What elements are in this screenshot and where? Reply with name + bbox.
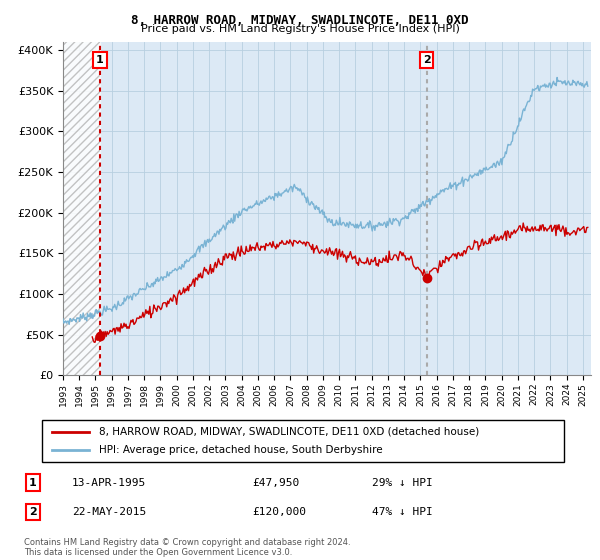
Text: 22-MAY-2015: 22-MAY-2015 [72, 507, 146, 517]
Text: 2: 2 [423, 55, 431, 65]
Text: 1: 1 [96, 55, 104, 65]
Bar [63, 42, 100, 375]
Text: 1: 1 [29, 478, 37, 488]
Text: 8, HARROW ROAD, MIDWAY, SWADLINCOTE, DE11 0XD (detached house): 8, HARROW ROAD, MIDWAY, SWADLINCOTE, DE1… [100, 427, 479, 437]
Text: Contains HM Land Registry data © Crown copyright and database right 2024.
This d: Contains HM Land Registry data © Crown c… [24, 538, 350, 557]
Text: 2: 2 [29, 507, 37, 517]
Text: £47,950: £47,950 [252, 478, 299, 488]
FancyBboxPatch shape [42, 420, 564, 462]
Bar [63, 42, 100, 375]
Text: £120,000: £120,000 [252, 507, 306, 517]
Text: HPI: Average price, detached house, South Derbyshire: HPI: Average price, detached house, Sout… [100, 445, 383, 455]
Text: Price paid vs. HM Land Registry's House Price Index (HPI): Price paid vs. HM Land Registry's House … [140, 24, 460, 34]
Text: 47% ↓ HPI: 47% ↓ HPI [372, 507, 433, 517]
Text: 13-APR-1995: 13-APR-1995 [72, 478, 146, 488]
Text: 8, HARROW ROAD, MIDWAY, SWADLINCOTE, DE11 0XD: 8, HARROW ROAD, MIDWAY, SWADLINCOTE, DE1… [131, 14, 469, 27]
Text: 29% ↓ HPI: 29% ↓ HPI [372, 478, 433, 488]
